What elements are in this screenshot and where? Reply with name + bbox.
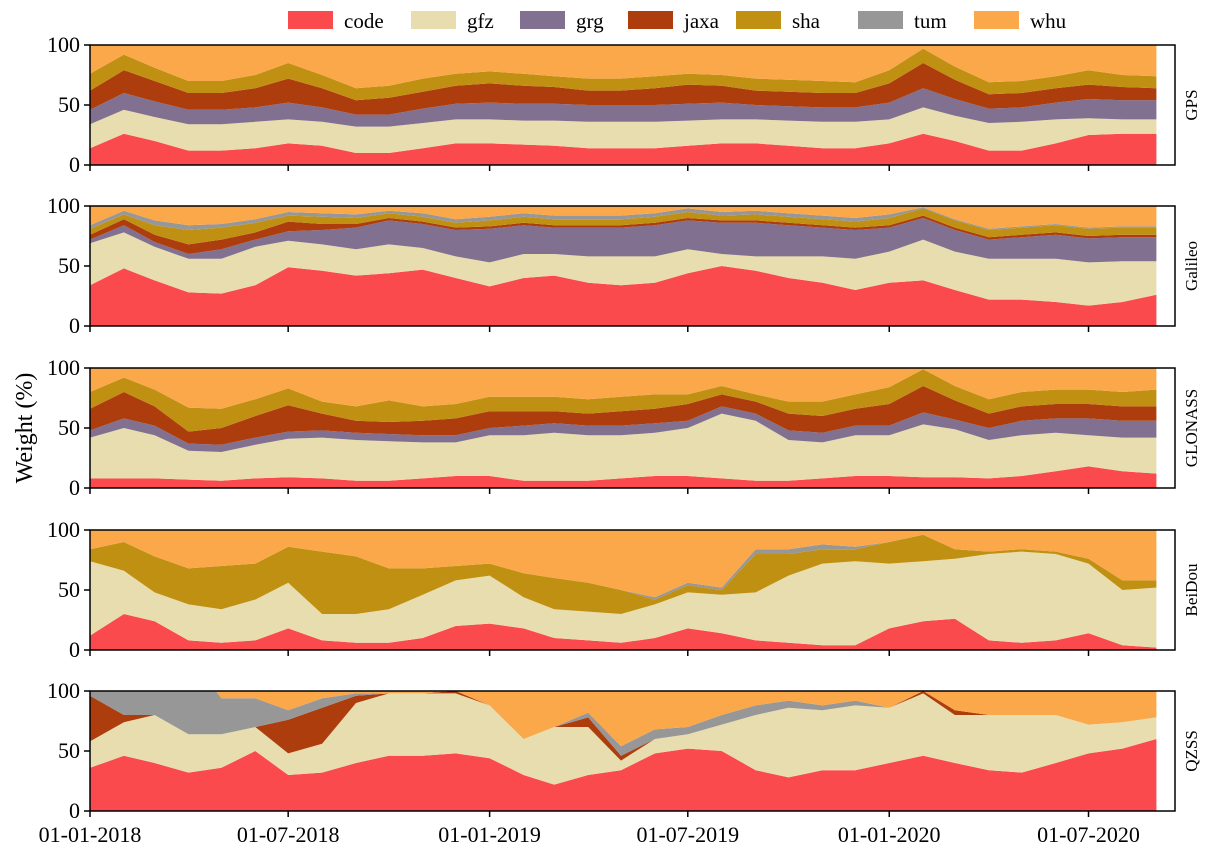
- series-area-code: [90, 466, 1157, 488]
- y-tick-label: 50: [58, 738, 80, 763]
- panel-label-galileo: Galileo: [1182, 241, 1201, 291]
- legend-item-code: code: [288, 9, 384, 33]
- legend-swatch-tum: [858, 11, 903, 29]
- panel-label-beidou: BeiDou: [1182, 563, 1201, 616]
- legend-item-grg: grg: [520, 9, 604, 33]
- y-tick-label: 50: [58, 577, 80, 602]
- y-tick-label: 0: [69, 475, 80, 500]
- y-tick-label: 0: [69, 637, 80, 662]
- area-group: [90, 530, 1157, 650]
- y-tick-label: 50: [58, 253, 80, 278]
- y-tick-label: 0: [69, 152, 80, 177]
- panel-qzss: 0 50 100 01-01-2018 01-07-2018 01-01-2019 01-0…: [39, 678, 1201, 847]
- series-area-gfz: [90, 413, 1157, 481]
- panel-label-gps: GPS: [1182, 89, 1201, 120]
- x-tick-label: 01-07-2019: [636, 822, 739, 847]
- legend-swatch-code: [288, 11, 333, 29]
- series-area-code: [90, 739, 1157, 811]
- panel-label-qzss: QZSS: [1182, 730, 1201, 772]
- legend-item-whu: whu: [974, 9, 1067, 33]
- panel-glonass: 0 50 100 GLONASS: [47, 355, 1201, 500]
- panel-beidou: 0 50 100 BeiDou: [47, 517, 1201, 662]
- y-tick-label: 100: [47, 32, 80, 57]
- legend-item-tum: tum: [858, 9, 947, 33]
- series-area-whu: [90, 691, 1157, 747]
- series-area-grg: [90, 218, 1157, 263]
- y-tick-label: 100: [47, 355, 80, 380]
- series-area-code: [90, 614, 1157, 650]
- series-area-tum: [90, 691, 1157, 756]
- series-area-gfz: [90, 693, 1157, 785]
- x-tick-label: 01-01-2020: [838, 822, 941, 847]
- series-area-jaxa: [90, 691, 1157, 761]
- series-area-whu: [90, 368, 1157, 409]
- series-area-tum: [90, 207, 1157, 230]
- panel-gps: 0 50 100 GPS: [47, 32, 1201, 177]
- legend-swatch-gfz: [411, 11, 456, 29]
- area-group: [90, 206, 1157, 326]
- series-area-sha: [90, 208, 1157, 245]
- series-area-sha: [90, 534, 1157, 614]
- panel-galileo: 0 50 100 Galileo: [47, 193, 1201, 338]
- series-area-grg: [90, 406, 1157, 452]
- legend-item-sha: sha: [736, 9, 821, 33]
- series-area-whu: [90, 530, 1157, 598]
- legend: code gfz grg jaxa sha tum whu: [288, 9, 1067, 33]
- area-group: [90, 45, 1157, 165]
- series-area-jaxa: [90, 215, 1157, 254]
- series-area-code: [90, 266, 1157, 326]
- series-area-code: [90, 133, 1157, 165]
- series-area-gfz: [90, 107, 1157, 153]
- legend-swatch-sha: [736, 11, 781, 29]
- series-area-jaxa: [90, 386, 1157, 445]
- area-group: [90, 368, 1157, 488]
- series-area-jaxa: [90, 63, 1157, 115]
- legend-swatch-whu: [974, 11, 1019, 29]
- y-axis-label: Weight (%): [12, 373, 38, 484]
- legend-label-sha: sha: [792, 9, 821, 33]
- y-tick-label: 100: [47, 193, 80, 218]
- x-tick-label: 01-07-2020: [1037, 822, 1140, 847]
- y-tick-label: 0: [69, 313, 80, 338]
- series-area-sha: [90, 48, 1157, 101]
- legend-label-code: code: [344, 9, 384, 33]
- legend-swatch-grg: [520, 11, 565, 29]
- x-tick-label: 01-07-2018: [237, 822, 340, 847]
- series-area-gfz: [90, 232, 1157, 306]
- series-area-grg: [90, 88, 1157, 127]
- legend-label-grg: grg: [576, 9, 604, 33]
- legend-item-jaxa: jaxa: [628, 9, 720, 33]
- legend-label-gfz: gfz: [467, 9, 494, 33]
- x-tick-label: 01-01-2018: [39, 822, 142, 847]
- legend-swatch-jaxa: [628, 11, 673, 29]
- legend-item-gfz: gfz: [411, 9, 494, 33]
- y-tick-label: 100: [47, 517, 80, 542]
- legend-label-tum: tum: [914, 9, 947, 33]
- series-area-sha: [90, 369, 1157, 432]
- series-area-gfz: [90, 551, 1157, 648]
- series-area-whu: [90, 45, 1157, 89]
- panel-label-glonass: GLONASS: [1182, 389, 1201, 467]
- x-tick-label: 01-01-2019: [438, 822, 541, 847]
- y-tick-label: 50: [58, 415, 80, 440]
- series-area-whu: [90, 206, 1157, 229]
- legend-label-whu: whu: [1030, 9, 1067, 33]
- y-tick-label: 0: [69, 798, 80, 823]
- legend-label-jaxa: jaxa: [683, 9, 720, 33]
- area-group: [90, 691, 1157, 811]
- y-tick-label: 100: [47, 678, 80, 703]
- y-tick-label: 50: [58, 92, 80, 117]
- panels: 0 50 100 GPS 0 50 100 Galileo 0 50 100 GLONASS 0 50 10…: [39, 32, 1201, 847]
